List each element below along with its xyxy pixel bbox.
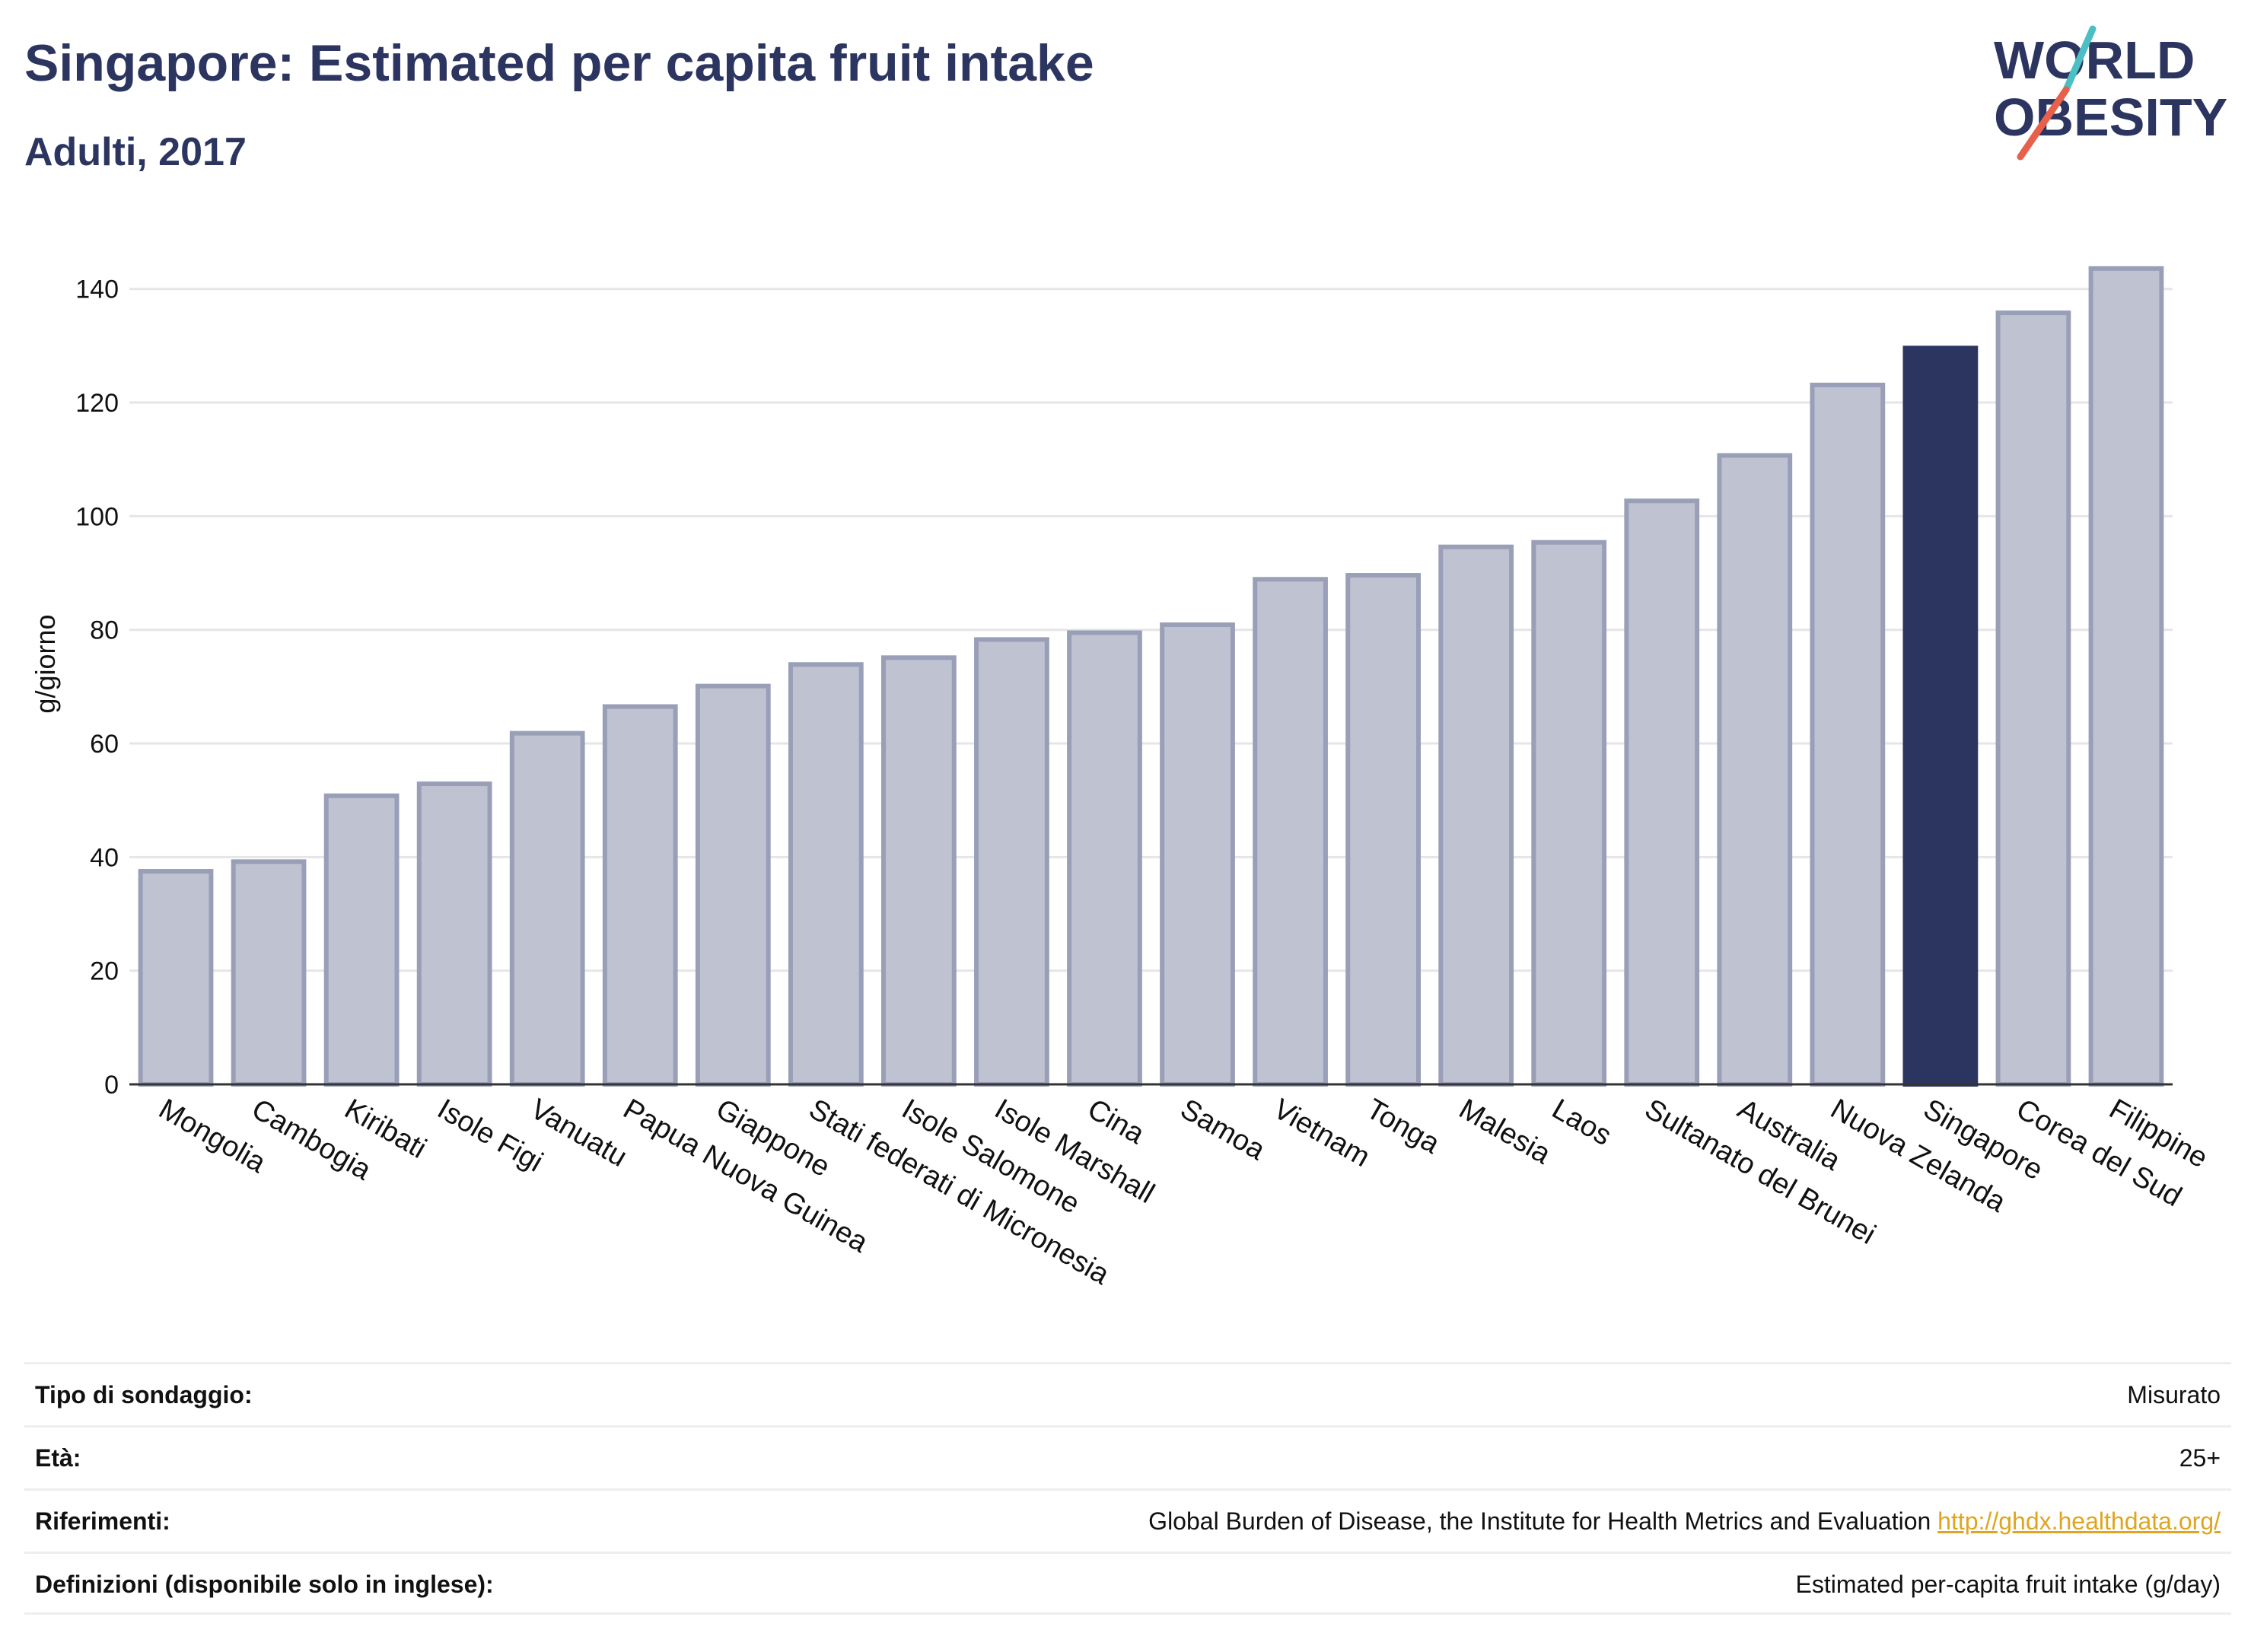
bar <box>231 859 307 1087</box>
reference-link[interactable]: http://ghdx.healthdata.org/ <box>1937 1507 2221 1535</box>
info-value: 25+ <box>2179 1444 2221 1472</box>
x-tick-label: Samoa <box>1175 1093 1271 1167</box>
info-row-definitions: Definizioni (disponibile solo in inglese… <box>24 1552 2231 1615</box>
chart-subtitle: Adulti, 2017 <box>24 130 247 174</box>
bar <box>1531 540 1607 1087</box>
bar-chart: 0 20 40 60 80 100 120 140 MongoliaCambogiaKirib… <box>30 266 2214 1291</box>
bar <box>1067 630 1142 1087</box>
bar <box>974 637 1049 1087</box>
bar <box>695 683 771 1087</box>
y-tick-label: 20 <box>90 957 119 986</box>
info-label: Definizioni (disponibile solo in inglese… <box>35 1571 494 1598</box>
bar <box>1438 544 1514 1087</box>
bar <box>1717 453 1793 1087</box>
bar <box>1810 382 1886 1087</box>
info-value: Misurato <box>2127 1381 2221 1408</box>
y-tick-label: 140 <box>75 275 119 304</box>
reference-text: Global Burden of Disease, the Institute … <box>1148 1507 1931 1535</box>
info-table: Tipo di sondaggio: Misurato Età: 25+ Rif… <box>24 1362 2231 1615</box>
logo-line1: WORLD <box>1994 30 2195 90</box>
bar <box>1160 622 1235 1087</box>
bar <box>1253 577 1328 1087</box>
bar <box>509 731 585 1087</box>
bar <box>1624 498 1700 1087</box>
bar <box>602 704 678 1087</box>
chart-title: Singapore: Estimated per capita fruit in… <box>24 34 1094 92</box>
bar <box>1995 310 2071 1087</box>
logo-slash-bottom <box>2017 86 2070 161</box>
info-label: Riferimenti: <box>35 1507 170 1535</box>
info-row-age: Età: 25+ <box>24 1425 2231 1488</box>
bar <box>788 662 864 1087</box>
bar-highlight <box>1902 345 1979 1087</box>
y-axis-label: g/giorno <box>30 614 61 713</box>
info-label: Tipo di sondaggio: <box>35 1381 253 1408</box>
info-row-references: Riferimenti: Global Burden of Disease, t… <box>24 1488 2231 1552</box>
bars <box>138 266 2164 1087</box>
bar <box>323 793 400 1087</box>
x-tick-label: Vietnam <box>1268 1093 1375 1173</box>
x-tick-label: Mongolia <box>154 1093 272 1179</box>
bar <box>416 781 492 1087</box>
info-value: Estimated per-capita fruit intake (g/day… <box>1795 1571 2221 1598</box>
x-tick-label: Isole Figi <box>432 1093 549 1178</box>
y-tick-label: 100 <box>75 502 119 531</box>
x-tick-label: Laos <box>1546 1093 1616 1152</box>
y-tick-label: 80 <box>90 616 119 645</box>
bar <box>2088 266 2164 1087</box>
x-tick-label: Cina <box>1082 1093 1150 1151</box>
info-label: Età: <box>35 1444 81 1472</box>
y-axis-ticks: 0 20 40 60 80 100 120 140 <box>75 275 119 1100</box>
y-tick-label: 120 <box>75 389 119 418</box>
x-tick-label: Tonga <box>1361 1093 1445 1160</box>
y-tick-label: 40 <box>90 843 119 872</box>
info-row-survey-type: Tipo di sondaggio: Misurato <box>24 1362 2231 1425</box>
bar <box>138 869 214 1087</box>
bar <box>1345 573 1421 1087</box>
y-tick-label: 60 <box>90 730 119 759</box>
info-value-references: Global Burden of Disease, the Institute … <box>1148 1507 2221 1536</box>
y-tick-label: 0 <box>104 1071 119 1100</box>
logo-slash-top <box>2062 25 2097 94</box>
bar <box>881 655 957 1087</box>
x-tick-label: Malesia <box>1453 1093 1556 1170</box>
world-obesity-logo: WORLD OBESITY <box>1994 25 2227 161</box>
